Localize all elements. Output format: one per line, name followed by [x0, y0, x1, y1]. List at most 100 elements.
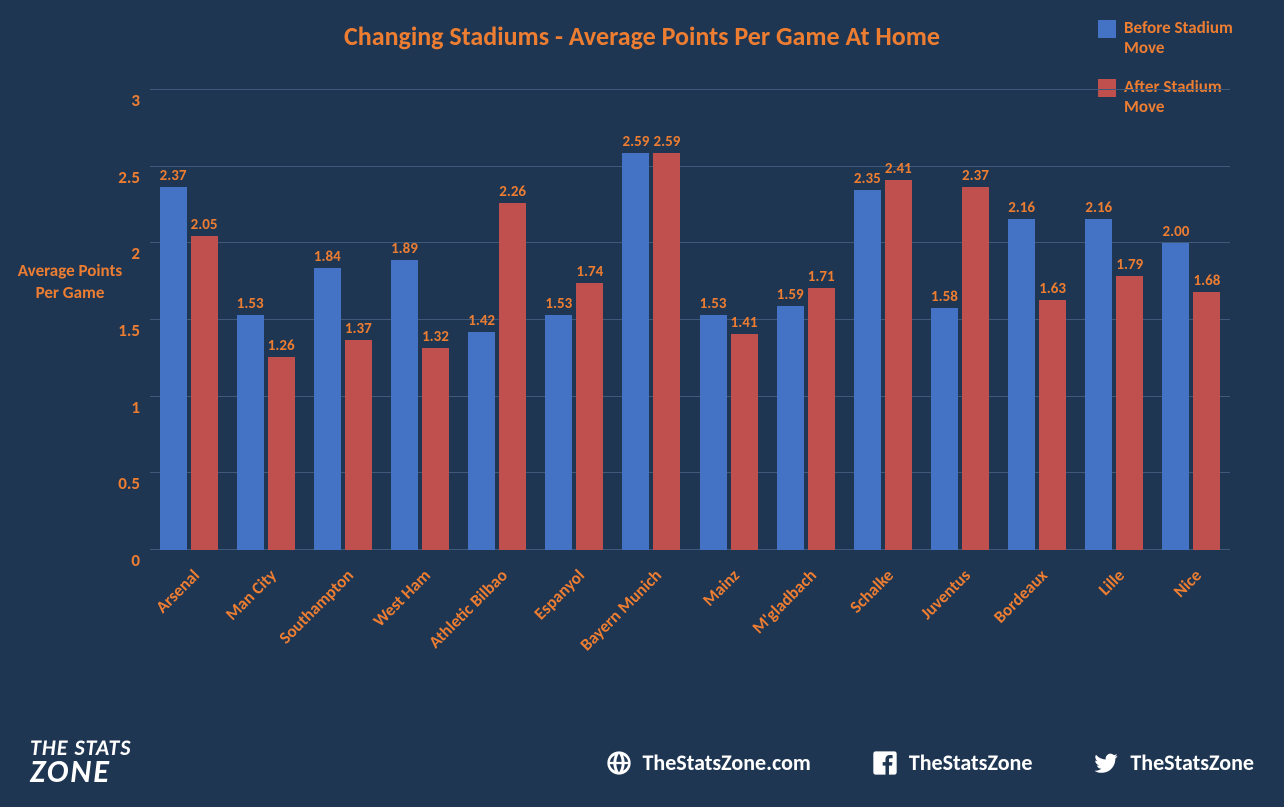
x-axis-label: Lille: [1094, 565, 1129, 600]
bar-value-label: 1.53: [700, 295, 727, 315]
bar-value-label: 1.53: [545, 295, 572, 315]
footer: THE STATS ZONE TheStatsZone.com TheStats…: [30, 738, 1254, 787]
x-label-wrap: Bayern Munich: [613, 555, 690, 695]
bar-value-label: 1.59: [777, 286, 804, 306]
bar-value-label: 1.74: [576, 263, 603, 283]
bar-value-label: 2.35: [854, 170, 881, 190]
x-axis-label: Man City: [221, 565, 281, 625]
bar-before: 1.89: [391, 260, 418, 550]
footer-web: TheStatsZone.com: [605, 749, 811, 777]
bar-value-label: 2.37: [962, 167, 989, 187]
bar-value-label: 2.00: [1162, 223, 1189, 243]
legend-item-before: Before Stadium Move: [1098, 18, 1244, 59]
x-axis-label: Arsenal: [151, 565, 203, 617]
bar-value-label: 1.26: [268, 337, 295, 357]
bar-value-label: 1.63: [1039, 280, 1066, 300]
bar-value-label: 1.68: [1193, 272, 1220, 292]
bar-after: 1.37: [345, 340, 372, 550]
x-label-wrap: Juventus: [921, 555, 998, 695]
x-axis-label: Nice: [1169, 565, 1206, 602]
x-axis-label: Mainz: [698, 565, 743, 610]
footer-fb-label: TheStatsZone: [909, 749, 1033, 776]
bar-group: 1.531.74: [536, 90, 613, 550]
bar-after: 1.68: [1193, 292, 1220, 550]
x-label-wrap: M'gladbach: [767, 555, 844, 695]
bar-before: 1.59: [777, 306, 804, 550]
bar-group: 2.161.79: [1076, 90, 1153, 550]
bar-value-label: 1.37: [345, 320, 372, 340]
bar-after: 2.26: [499, 203, 526, 550]
bar-group: 1.531.41: [690, 90, 767, 550]
bar-group: 1.841.37: [304, 90, 381, 550]
x-label-wrap: Lille: [1076, 555, 1153, 695]
bar-value-label: 1.42: [468, 312, 495, 332]
bar-value-label: 1.71: [808, 268, 835, 288]
chart-title: Changing Stadiums - Average Points Per G…: [30, 20, 1254, 52]
x-axis-label: Juventus: [916, 565, 975, 624]
facebook-icon: [871, 749, 899, 777]
plot-area: 00.511.522.532.372.051.531.261.841.371.8…: [150, 90, 1230, 550]
bar-value-label: 1.41: [731, 314, 758, 334]
bar-before: 2.37: [160, 187, 187, 550]
bar-value-label: 2.41: [885, 160, 912, 180]
x-axis-label: Espanyol: [530, 565, 589, 624]
bar-before: 2.00: [1162, 243, 1189, 550]
bar-after: 1.63: [1039, 300, 1066, 550]
x-label-wrap: Southampton: [304, 555, 381, 695]
bar-after: 2.05: [191, 236, 218, 550]
bar-after: 1.26: [268, 357, 295, 550]
bar-after: 1.41: [731, 334, 758, 550]
bar-value-label: 2.05: [191, 216, 218, 236]
bar-group: 1.531.26: [227, 90, 304, 550]
x-label-wrap: Athletic Bilbao: [459, 555, 536, 695]
bar-after: 2.41: [885, 180, 912, 550]
bar-before: 2.16: [1008, 219, 1035, 550]
chart-container: Changing Stadiums - Average Points Per G…: [0, 0, 1284, 807]
bar-value-label: 1.79: [1116, 256, 1143, 276]
x-axis-labels: ArsenalMan CitySouthamptonWest HamAthlet…: [150, 555, 1230, 695]
bar-value-label: 1.32: [422, 328, 449, 348]
bar-before: 1.58: [931, 308, 958, 550]
bar-group: 2.372.05: [150, 90, 227, 550]
footer-web-label: TheStatsZone.com: [643, 749, 811, 776]
bar-value-label: 2.16: [1085, 199, 1112, 219]
bar-value-label: 2.37: [160, 167, 187, 187]
bar-group: 1.422.26: [459, 90, 536, 550]
y-axis-title: Average Points Per Game: [15, 260, 125, 304]
bar-value-label: 1.84: [314, 248, 341, 268]
x-label-wrap: Schalke: [844, 555, 921, 695]
bar-value-label: 2.26: [499, 183, 526, 203]
bar-before: 2.59: [622, 153, 649, 550]
bar-group: 2.592.59: [613, 90, 690, 550]
bar-group: 2.001.68: [1153, 90, 1230, 550]
bar-group: 2.352.41: [844, 90, 921, 550]
bar-after: 1.74: [576, 283, 603, 550]
bar-after: 2.59: [653, 153, 680, 550]
bar-group: 1.591.71: [767, 90, 844, 550]
legend-text-before: Before Stadium Move: [1124, 18, 1244, 59]
x-axis-label: Bordeaux: [989, 565, 1052, 628]
x-label-wrap: Arsenal: [150, 555, 227, 695]
footer-tw-label: TheStatsZone: [1130, 749, 1254, 776]
footer-fb: TheStatsZone: [871, 749, 1033, 777]
bar-before: 1.42: [468, 332, 495, 550]
bar-value-label: 2.16: [1008, 199, 1035, 219]
bar-before: 2.16: [1085, 219, 1112, 550]
bars-row: 2.372.051.531.261.841.371.891.321.422.26…: [150, 90, 1230, 550]
bar-after: 1.32: [422, 348, 449, 550]
legend-swatch-before: [1098, 20, 1116, 38]
footer-tw: TheStatsZone: [1092, 749, 1254, 777]
bar-before: 1.53: [700, 315, 727, 550]
bar-value-label: 2.59: [622, 133, 649, 153]
bar-value-label: 1.89: [391, 240, 418, 260]
bar-before: 1.84: [314, 268, 341, 550]
x-label-wrap: Bordeaux: [999, 555, 1076, 695]
bar-before: 1.53: [237, 315, 264, 550]
bar-group: 2.161.63: [999, 90, 1076, 550]
bar-value-label: 1.58: [931, 288, 958, 308]
bar-before: 2.35: [854, 190, 881, 550]
globe-icon: [605, 749, 633, 777]
bar-before: 1.53: [545, 315, 572, 550]
bar-group: 1.58 2.37: [921, 90, 998, 550]
bar-after: 1.71: [808, 288, 835, 550]
